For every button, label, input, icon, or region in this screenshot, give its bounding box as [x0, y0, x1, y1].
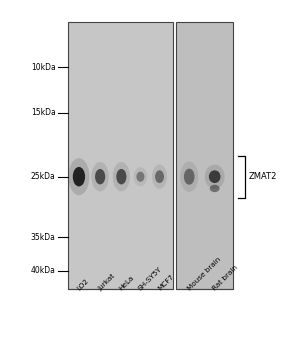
Ellipse shape	[136, 172, 145, 182]
Ellipse shape	[116, 169, 126, 184]
Text: Rat brain: Rat brain	[211, 265, 239, 292]
Text: 40kDa: 40kDa	[31, 266, 56, 275]
Ellipse shape	[180, 161, 198, 192]
Ellipse shape	[113, 162, 130, 191]
Text: LO2: LO2	[76, 278, 90, 292]
Ellipse shape	[152, 164, 167, 189]
Ellipse shape	[73, 167, 85, 187]
Text: Mouse brain: Mouse brain	[186, 257, 221, 292]
Text: 10kDa: 10kDa	[31, 63, 56, 72]
Text: 35kDa: 35kDa	[31, 233, 56, 241]
Text: SH-SY5Y: SH-SY5Y	[137, 266, 163, 292]
Ellipse shape	[184, 169, 195, 185]
Ellipse shape	[92, 162, 109, 191]
Ellipse shape	[209, 170, 221, 183]
Ellipse shape	[210, 185, 220, 192]
Ellipse shape	[95, 169, 105, 184]
Ellipse shape	[155, 170, 164, 183]
Bar	[68, 22, 173, 289]
Ellipse shape	[205, 164, 225, 189]
Text: 15kDa: 15kDa	[31, 108, 56, 117]
Text: Jurkat: Jurkat	[97, 273, 116, 292]
Text: MCF7: MCF7	[156, 274, 175, 292]
Ellipse shape	[134, 167, 147, 186]
Ellipse shape	[68, 158, 89, 195]
Text: ZMAT2: ZMAT2	[248, 172, 277, 181]
Bar	[176, 22, 233, 289]
Text: 25kDa: 25kDa	[31, 172, 56, 181]
Text: HeLa: HeLa	[118, 275, 135, 292]
